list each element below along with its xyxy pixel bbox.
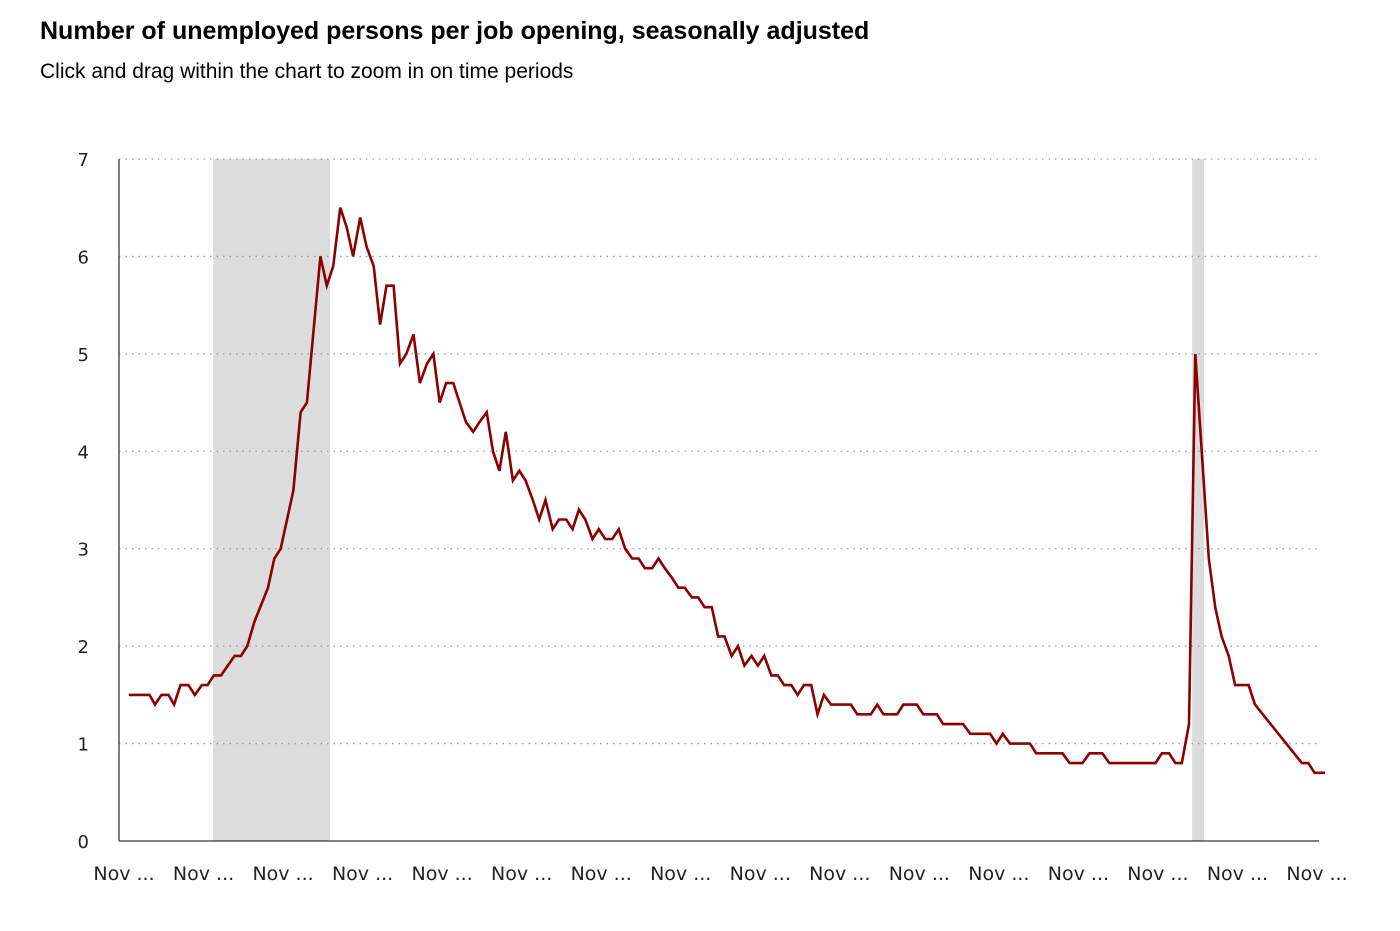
x-tick-label: Nov ... bbox=[809, 863, 870, 885]
x-tick-label: Nov ... bbox=[571, 863, 632, 885]
y-axis-ticks: 0 1 2 3 4 5 6 7 bbox=[78, 150, 89, 853]
series-line-1[interactable] bbox=[128, 207, 1325, 775]
x-tick-label: Nov ... bbox=[650, 863, 711, 885]
x-tick-label: Nov ... bbox=[1127, 863, 1188, 885]
x-tick-label: Nov ... bbox=[491, 863, 552, 885]
x-tick-label: Nov ... bbox=[1048, 863, 1109, 885]
y-tick-label: 0 bbox=[78, 832, 89, 853]
y-tick-label: 1 bbox=[78, 735, 89, 756]
y-tick-label: 5 bbox=[78, 345, 89, 366]
recession-band-2 bbox=[1192, 159, 1205, 841]
x-tick-label: Nov ... bbox=[252, 863, 313, 885]
chart-title: Number of unemployed persons per job ope… bbox=[40, 17, 870, 45]
x-tick-label: Nov ... bbox=[412, 863, 473, 885]
x-tick-label: Nov ... bbox=[1207, 863, 1268, 885]
series-group bbox=[128, 207, 1325, 775]
x-axis-ticks: Nov ... Nov ... Nov ... Nov ... Nov ... Nov .… bbox=[93, 863, 1347, 885]
y-tick-label: 2 bbox=[78, 637, 89, 658]
x-tick-label: Nov ... bbox=[173, 863, 234, 885]
x-tick-label: Nov ... bbox=[93, 863, 154, 885]
x-tick-label: Nov ... bbox=[1286, 863, 1347, 885]
recession-shading bbox=[213, 159, 1205, 841]
x-tick-label: Nov ... bbox=[332, 863, 393, 885]
x-tick-label: Nov ... bbox=[968, 863, 1029, 885]
chart-subtitle: Click and drag within the chart to zoom … bbox=[40, 60, 574, 83]
y-tick-label: 4 bbox=[78, 442, 89, 463]
recession-band-1 bbox=[213, 159, 330, 841]
x-tick-label: Nov ... bbox=[730, 863, 791, 885]
y-tick-label: 3 bbox=[78, 540, 89, 561]
x-tick-label: Nov ... bbox=[889, 863, 950, 885]
y-tick-label: 6 bbox=[78, 247, 89, 268]
y-tick-label: 7 bbox=[78, 150, 89, 171]
